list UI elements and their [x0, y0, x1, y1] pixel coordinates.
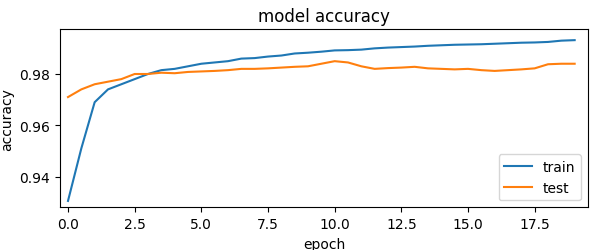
train — [118, 84, 125, 86]
test — [131, 73, 138, 76]
train — [438, 44, 445, 48]
train — [224, 60, 232, 64]
test — [358, 66, 365, 68]
test — [91, 84, 98, 86]
test — [398, 67, 405, 70]
train — [571, 40, 578, 42]
train — [451, 44, 458, 47]
train — [371, 48, 378, 51]
test — [265, 68, 272, 70]
test — [371, 68, 378, 71]
train — [518, 42, 525, 45]
test — [558, 63, 565, 66]
test — [451, 68, 458, 71]
train — [544, 41, 551, 44]
test — [198, 71, 205, 74]
train — [238, 58, 245, 61]
train — [505, 42, 512, 45]
test — [531, 68, 538, 70]
test — [158, 72, 165, 75]
train — [184, 66, 191, 68]
test — [104, 81, 112, 84]
test — [385, 67, 392, 70]
test — [211, 70, 218, 73]
test — [544, 64, 551, 66]
train — [385, 47, 392, 50]
train — [131, 78, 138, 81]
Legend: train, test: train, test — [499, 155, 581, 200]
test — [184, 71, 191, 74]
test — [505, 69, 512, 72]
test — [478, 69, 485, 72]
train — [158, 69, 165, 72]
test — [424, 68, 431, 70]
test — [464, 68, 472, 71]
test — [78, 88, 85, 92]
Line: test: test — [68, 62, 575, 98]
train — [464, 44, 472, 47]
train — [558, 40, 565, 43]
train — [291, 53, 298, 56]
train — [398, 46, 405, 50]
train — [531, 42, 538, 45]
Line: train: train — [68, 41, 575, 201]
train — [491, 43, 498, 46]
train — [265, 56, 272, 59]
train — [478, 44, 485, 46]
test — [145, 73, 152, 76]
train — [344, 50, 352, 52]
test — [318, 63, 325, 66]
test — [411, 66, 418, 69]
test — [291, 66, 298, 69]
train — [358, 49, 365, 52]
train — [318, 51, 325, 54]
test — [344, 62, 352, 65]
test — [64, 96, 71, 99]
test — [438, 68, 445, 71]
Y-axis label: accuracy: accuracy — [0, 88, 14, 150]
train — [78, 147, 85, 150]
train — [211, 62, 218, 65]
test — [118, 78, 125, 81]
train — [251, 57, 258, 60]
train — [424, 45, 431, 48]
test — [171, 72, 178, 76]
train — [198, 63, 205, 66]
test — [251, 68, 258, 71]
test — [238, 68, 245, 71]
test — [518, 68, 525, 71]
X-axis label: epoch: epoch — [303, 237, 345, 250]
Title: model accuracy: model accuracy — [258, 8, 390, 26]
test — [224, 69, 232, 72]
train — [91, 101, 98, 104]
test — [571, 63, 578, 66]
train — [278, 55, 285, 58]
test — [278, 67, 285, 70]
train — [104, 88, 112, 92]
train — [145, 73, 152, 76]
test — [331, 60, 338, 64]
train — [331, 50, 338, 53]
train — [171, 68, 178, 71]
test — [304, 66, 311, 68]
train — [304, 52, 311, 55]
train — [411, 46, 418, 49]
test — [491, 70, 498, 73]
train — [64, 200, 71, 202]
